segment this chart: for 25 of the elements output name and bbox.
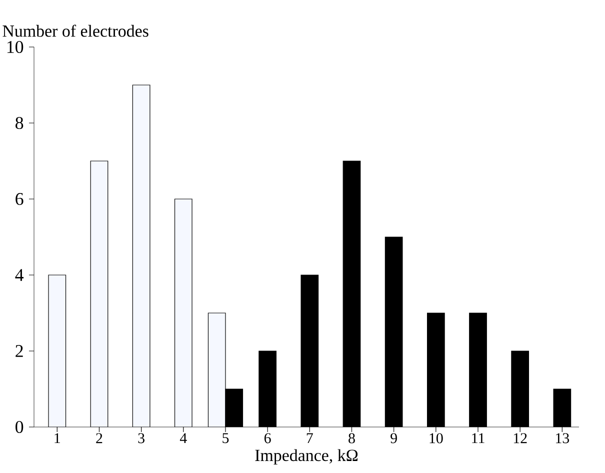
x-tick-label: 5 bbox=[222, 433, 229, 444]
y-tick-label: 10 bbox=[7, 40, 24, 54]
y-tick-label: 6 bbox=[16, 192, 24, 206]
x-tick-label: 8 bbox=[348, 433, 355, 444]
y-tick-label: 2 bbox=[16, 345, 23, 357]
x-tick-label: 3 bbox=[138, 433, 144, 444]
y-axis-title: Number of electrodes bbox=[2, 24, 148, 37]
x-tick-label: 2 bbox=[96, 433, 102, 444]
x-tick-label: 11 bbox=[472, 433, 484, 444]
x-axis-title: Impedance, kΩ bbox=[255, 449, 358, 465]
bar bbox=[48, 275, 66, 427]
x-tick-label: 10 bbox=[430, 433, 443, 444]
x-tick-label: 1 bbox=[54, 433, 60, 444]
bar bbox=[174, 199, 192, 427]
x-tick-label: 4 bbox=[180, 433, 187, 444]
y-tick-label: 4 bbox=[15, 269, 24, 281]
x-tick-label: 6 bbox=[264, 433, 271, 444]
y-tick-label: 0 bbox=[16, 420, 24, 434]
x-tick-label: 9 bbox=[390, 433, 397, 444]
x-tick-label: 7 bbox=[306, 433, 313, 443]
x-tick-label: 13 bbox=[556, 433, 570, 444]
x-tick-label: 12 bbox=[514, 433, 527, 444]
bar bbox=[132, 84, 150, 427]
bar bbox=[90, 161, 108, 427]
y-tick-label: 8 bbox=[16, 116, 24, 130]
